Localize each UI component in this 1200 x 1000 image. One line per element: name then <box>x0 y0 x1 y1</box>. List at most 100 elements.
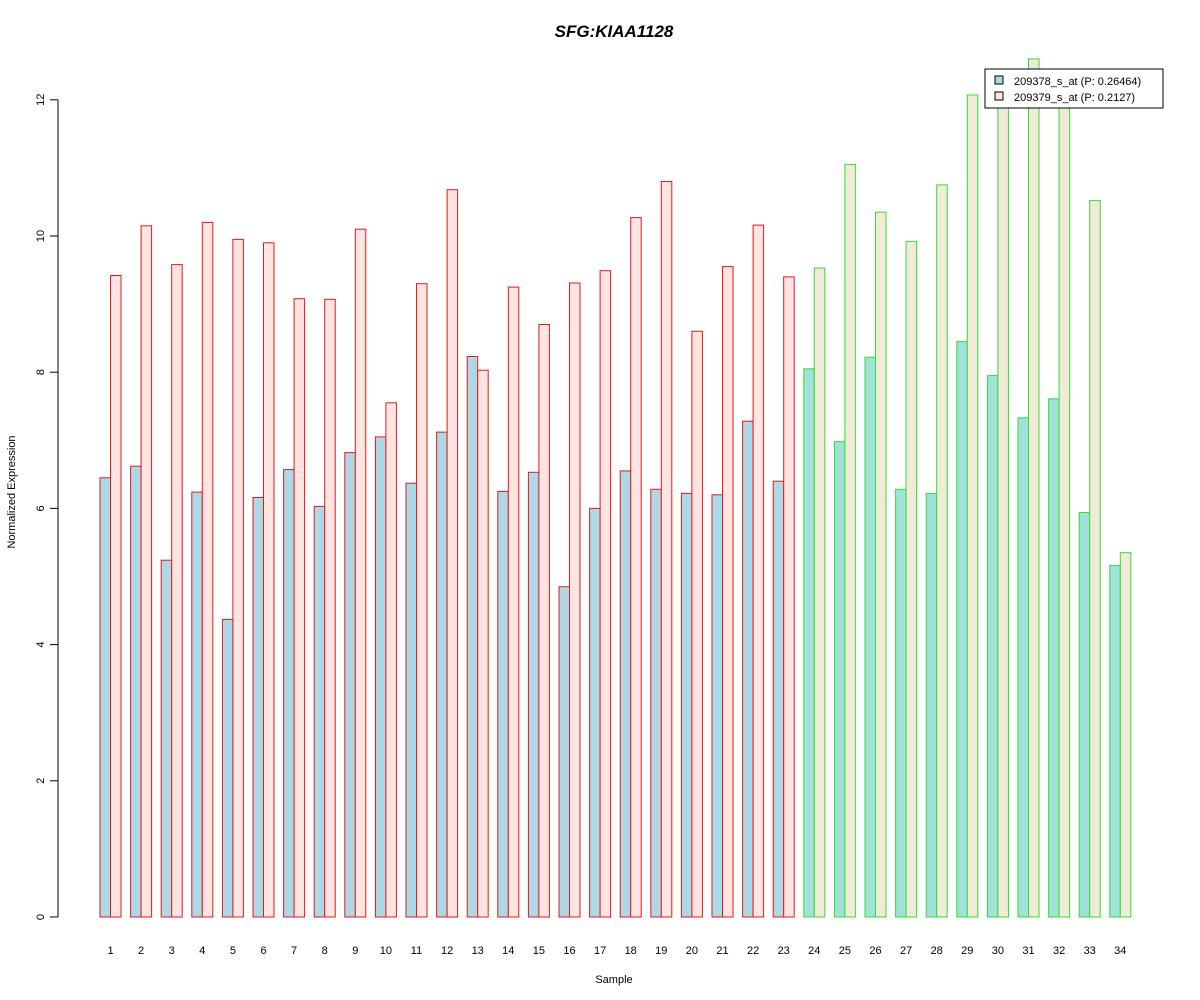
bar-sample-10-series-2 <box>385 402 397 918</box>
bar-sample-24-series-2 <box>813 267 826 918</box>
x-tick-label: 16 <box>563 945 575 957</box>
bar-sample-5-series-1 <box>221 618 234 918</box>
x-tick-labels: 1 2 3 4 5 6 7 8 9 10 11 12 13 14 15 16 17 18 19 20 21 22 23 24 2… <box>107 945 1126 957</box>
bar-sample-16-series-1 <box>558 586 570 918</box>
x-tick-label: 27 <box>900 945 912 957</box>
x-tick-label: 21 <box>716 945 728 957</box>
bar-sample-5-series-2 <box>232 238 244 918</box>
x-tick-label: 29 <box>961 945 973 957</box>
y-tick-label: 10 <box>35 230 47 242</box>
legend-label-series-1: 209378_s_at (P: 0.26464) <box>1014 76 1141 88</box>
y-tick-label: 8 <box>35 369 47 375</box>
bar-sample-21-series-2 <box>722 266 734 918</box>
bar-sample-13-series-2 <box>477 369 489 918</box>
y-tick-label: 0 <box>35 914 47 920</box>
x-tick-label: 2 <box>138 945 144 957</box>
bar-sample-20-series-2 <box>691 330 703 918</box>
x-tick-label: 4 <box>199 945 205 957</box>
x-tick-label: 24 <box>808 945 820 957</box>
bar-sample-13-series-1 <box>466 356 479 918</box>
x-tick-label: 22 <box>747 945 759 957</box>
bar-sample-22-series-1 <box>742 420 754 918</box>
bar-sample-8-series-1 <box>313 505 326 918</box>
x-tick-label: 28 <box>931 945 943 957</box>
bar-sample-27-series-1 <box>895 488 907 918</box>
bar-sample-2-series-1 <box>130 465 142 918</box>
x-tick-label: 12 <box>441 945 453 957</box>
bar-sample-14-series-1 <box>497 490 509 918</box>
y-tick-label: 2 <box>35 778 47 784</box>
x-tick-label: 7 <box>291 945 297 957</box>
bar-sample-20-series-1 <box>680 492 693 918</box>
bar-sample-23-series-2 <box>783 276 795 918</box>
bar-sample-26-series-2 <box>875 211 887 918</box>
x-tick-label: 26 <box>869 945 881 957</box>
legend-label-series-2: 209379_s_at (P: 0.2127) <box>1014 92 1135 104</box>
bar-sample-1-series-2 <box>110 275 122 918</box>
bar-sample-31-series-2 <box>1028 58 1040 918</box>
bar-sample-15-series-2 <box>538 324 550 918</box>
y-axis: 0 2 4 6 8 10 12 <box>35 94 59 920</box>
bar-sample-34-series-2 <box>1119 552 1132 918</box>
bar-sample-28-series-2 <box>936 184 948 918</box>
y-tick-label: 12 <box>35 94 47 106</box>
x-tick-label: 34 <box>1114 945 1126 957</box>
bar-sample-12-series-1 <box>436 431 448 918</box>
bar-sample-10-series-1 <box>374 436 387 918</box>
bar-sample-6-series-1 <box>252 497 264 918</box>
x-tick-label: 32 <box>1053 945 1065 957</box>
x-tick-label: 14 <box>502 945 514 957</box>
bar-sample-9-series-2 <box>354 228 367 918</box>
bar-sample-16-series-2 <box>569 282 581 918</box>
bar-sample-9-series-1 <box>344 452 356 918</box>
x-tick-label: 3 <box>169 945 175 957</box>
bar-sample-23-series-1 <box>772 480 785 918</box>
bar-sample-15-series-1 <box>527 471 540 918</box>
bar-sample-2-series-2 <box>140 225 153 918</box>
bar-sample-1-series-1 <box>99 477 111 918</box>
bar-series <box>99 58 1132 918</box>
bar-sample-32-series-1 <box>1048 398 1060 918</box>
y-axis-label: Normalized Expression <box>6 435 18 548</box>
bar-sample-17-series-2 <box>599 270 612 918</box>
bar-sample-19-series-1 <box>650 488 662 918</box>
bar-sample-14-series-2 <box>507 286 520 918</box>
bar-sample-11-series-2 <box>416 283 428 918</box>
bar-sample-24-series-1 <box>803 368 815 918</box>
bar-sample-27-series-2 <box>905 240 918 918</box>
bar-sample-7-series-2 <box>293 298 306 918</box>
bar-sample-22-series-2 <box>752 224 765 918</box>
bar-sample-31-series-1 <box>1017 417 1029 918</box>
x-tick-label: 8 <box>322 945 328 957</box>
bar-sample-28-series-1 <box>925 492 938 918</box>
x-tick-label: 10 <box>380 945 392 957</box>
x-tick-label: 1 <box>107 945 113 957</box>
x-tick-label: 5 <box>230 945 236 957</box>
bar-sample-11-series-1 <box>405 482 417 918</box>
bar-sample-18-series-2 <box>630 217 642 918</box>
bar-sample-4-series-2 <box>201 221 214 918</box>
bar-sample-29-series-2 <box>966 94 979 918</box>
y-tick-label: 4 <box>35 642 47 648</box>
bar-sample-25-series-2 <box>844 164 856 918</box>
x-tick-label: 31 <box>1022 945 1034 957</box>
legend-box <box>984 68 1164 109</box>
bar-sample-33-series-2 <box>1089 200 1101 918</box>
bar-sample-3-series-2 <box>171 264 183 918</box>
bar-sample-32-series-2 <box>1058 97 1071 918</box>
chart-title: SFG:KIAA1128 <box>555 22 674 41</box>
x-tick-label: 18 <box>625 945 637 957</box>
x-tick-label: 17 <box>594 945 606 957</box>
x-tick-label: 6 <box>260 945 266 957</box>
bar-sample-17-series-1 <box>589 507 601 918</box>
x-tick-label: 9 <box>352 945 358 957</box>
x-tick-label: 33 <box>1084 945 1096 957</box>
x-tick-label: 20 <box>686 945 698 957</box>
legend-swatch-series-1 <box>994 75 1004 85</box>
bar-sample-30-series-1 <box>986 375 999 918</box>
bar-sample-7-series-1 <box>283 469 295 918</box>
bar-sample-19-series-2 <box>660 181 673 918</box>
x-axis-label: Sample <box>595 974 632 986</box>
bar-sample-25-series-1 <box>833 441 846 918</box>
